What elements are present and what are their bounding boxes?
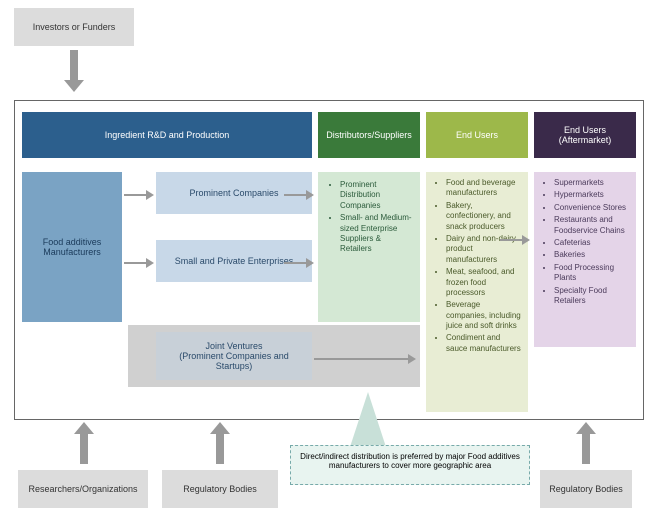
header-aftermarket-label: End Users (Aftermarket) xyxy=(538,125,632,145)
researchers-box: Researchers/Organizations xyxy=(18,470,148,508)
small-private-label: Small and Private Enterprises xyxy=(175,256,294,266)
investors-label: Investors or Funders xyxy=(33,22,116,32)
aftermarket-item: Supermarkets xyxy=(554,178,630,188)
researchers-label: Researchers/Organizations xyxy=(28,484,137,494)
arrow-regbodies2-up xyxy=(576,422,596,464)
arrow-mfr-small xyxy=(124,258,154,268)
regbodies2-box: Regulatory Bodies xyxy=(540,470,632,508)
arrow-regbodies1-up xyxy=(210,422,230,464)
investors-box: Investors or Funders xyxy=(14,8,134,46)
header-endusers-label: End Users xyxy=(456,130,498,140)
endusers-item: Meat, seafood, and frozen food processor… xyxy=(446,267,522,298)
endusers-box: Food and beverage manufacturers Bakery, … xyxy=(426,172,528,412)
arrow-mfr-prominent xyxy=(124,190,154,200)
jv-box: Joint Ventures (Prominent Companies and … xyxy=(156,332,312,380)
header-endusers: End Users xyxy=(426,112,528,158)
aftermarket-item: Hypermarkets xyxy=(554,190,630,200)
aftermarket-item: Bakeries xyxy=(554,250,630,260)
manufacturers-box: Food additives Manufacturers xyxy=(22,172,122,322)
endusers-item: Food and beverage manufacturers xyxy=(446,178,522,199)
endusers-item: Beverage companies, including juice and … xyxy=(446,300,522,331)
endusers-item: Bakery, confectionery, and snack produce… xyxy=(446,201,522,232)
aftermarket-item: Convenience Stores xyxy=(554,203,630,213)
callout-pointer xyxy=(350,392,386,447)
header-dist-label: Distributors/Suppliers xyxy=(326,130,412,140)
regbodies1-label: Regulatory Bodies xyxy=(183,484,257,494)
distributors-item: Small- and Medium-sized Enterprise Suppl… xyxy=(340,213,412,255)
callout-text: Direct/indirect distribution is preferre… xyxy=(300,452,520,470)
arrow-endusers-aftermarket xyxy=(500,235,530,245)
arrow-investors-down xyxy=(64,50,84,92)
distributors-list: Prominent Distribution Companies Small- … xyxy=(326,180,412,257)
arrow-prominent-dist xyxy=(284,190,314,200)
header-aftermarket: End Users (Aftermarket) xyxy=(534,112,636,158)
aftermarket-box: Supermarkets Hypermarkets Convenience St… xyxy=(534,172,636,347)
aftermarket-list: Supermarkets Hypermarkets Convenience St… xyxy=(540,178,630,308)
distributors-item: Prominent Distribution Companies xyxy=(340,180,412,211)
regbodies1-box: Regulatory Bodies xyxy=(162,470,278,508)
endusers-list: Food and beverage manufacturers Bakery, … xyxy=(432,178,522,356)
aftermarket-item: Restaurants and Foodservice Chains xyxy=(554,215,630,236)
aftermarket-item: Cafeterias xyxy=(554,238,630,248)
distributors-box: Prominent Distribution Companies Small- … xyxy=(318,172,420,322)
prominent-companies-label: Prominent Companies xyxy=(189,188,278,198)
manufacturers-label: Food additives Manufacturers xyxy=(26,237,118,257)
aftermarket-item: Food Processing Plants xyxy=(554,263,630,284)
regbodies2-label: Regulatory Bodies xyxy=(549,484,623,494)
arrow-researchers-up xyxy=(74,422,94,464)
header-dist: Distributors/Suppliers xyxy=(318,112,420,158)
arrow-small-dist xyxy=(284,258,314,268)
aftermarket-item: Specialty Food Retailers xyxy=(554,286,630,307)
callout-box: Direct/indirect distribution is preferre… xyxy=(290,445,530,485)
jv-label: Joint Ventures (Prominent Companies and … xyxy=(160,341,308,371)
header-rnd-label: Ingredient R&D and Production xyxy=(105,130,230,140)
arrow-jv-dist xyxy=(314,354,416,364)
endusers-item: Condiment and sauce manufacturers xyxy=(446,333,522,354)
header-rnd: Ingredient R&D and Production xyxy=(22,112,312,158)
